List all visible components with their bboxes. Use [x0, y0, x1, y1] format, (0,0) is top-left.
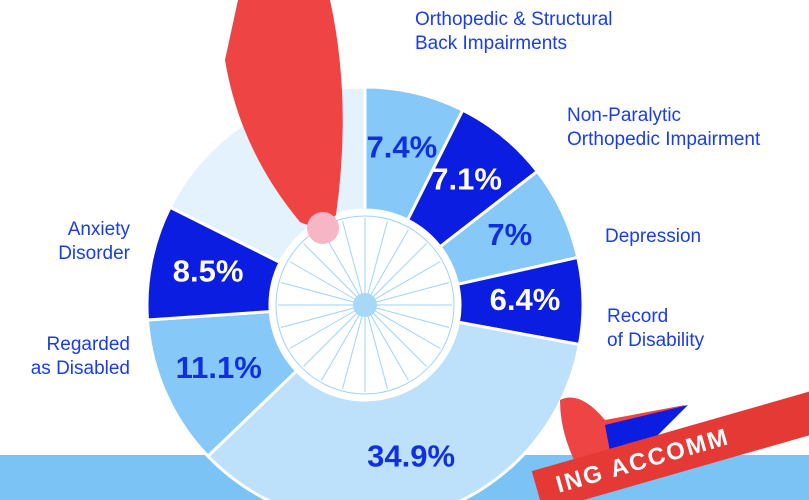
axle [353, 293, 377, 317]
category-label: Anxiety Disorder [58, 219, 130, 264]
spoke [364, 220, 389, 306]
spoke [303, 243, 366, 306]
spoke [303, 304, 366, 367]
spoke [341, 304, 366, 390]
slice [205, 320, 582, 500]
spoke [289, 304, 366, 349]
spoke [364, 304, 409, 381]
spoke [341, 220, 366, 306]
wheel: 7.4%7.1% 7% 6.4% 34.9% 11.1% 8.5% [145, 85, 585, 500]
value-label: 7% [487, 217, 532, 252]
category-label: Regarded as Disabled [30, 334, 130, 379]
value-label: 6.4% [490, 282, 561, 317]
category-label: Orthopedic & Structural Back Impairments [415, 9, 613, 54]
value-label: 34.9% [367, 438, 455, 473]
value-label: 11.1% [176, 350, 262, 385]
banner-bg [531, 382, 809, 500]
spoke [364, 229, 409, 306]
category-label: Depression [605, 226, 702, 247]
spoke [280, 304, 366, 329]
value-label: 7.4% [367, 129, 438, 164]
spoke [364, 304, 450, 329]
spoke [364, 243, 427, 306]
category-label: Non-Paralytic Orthopedic Impairment [567, 105, 761, 150]
spoke [364, 304, 427, 367]
spoke [364, 304, 441, 349]
spoke [364, 261, 441, 306]
category-label: Record of Disability [607, 306, 705, 351]
spoke [289, 261, 366, 306]
value-label: 8.5% [173, 254, 244, 289]
chair-joint [307, 212, 339, 244]
spoke [321, 304, 366, 381]
spoke [280, 281, 366, 306]
spoke [364, 281, 450, 306]
spoke [364, 304, 389, 390]
value-label: 7.1% [431, 162, 502, 197]
chair-back [225, 0, 343, 226]
